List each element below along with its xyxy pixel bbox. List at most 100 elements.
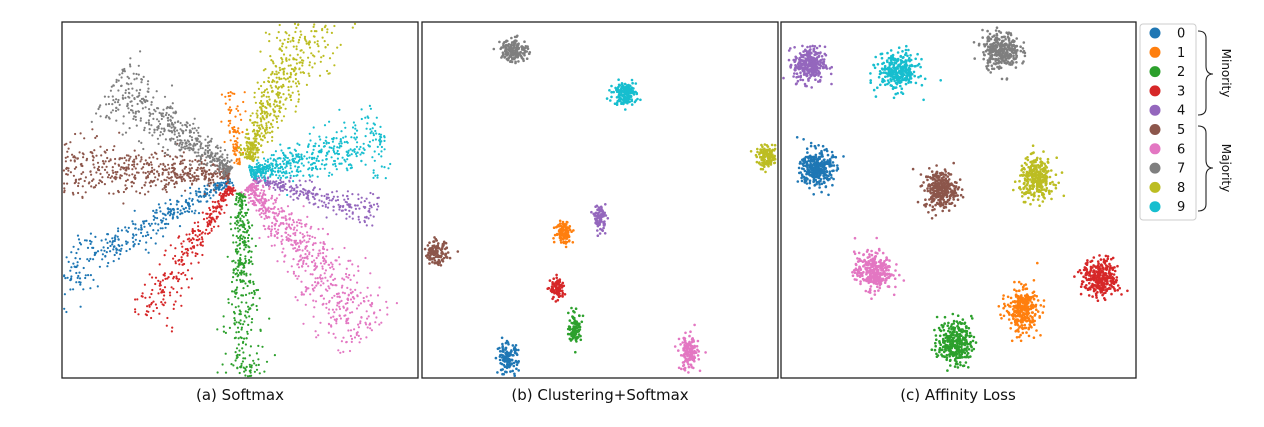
point-class-0 bbox=[113, 253, 116, 257]
point-class-6 bbox=[332, 332, 335, 335]
point-class-2 bbox=[239, 365, 242, 369]
point-class-7 bbox=[211, 156, 214, 159]
point-class-5 bbox=[119, 177, 122, 180]
point-class-3 bbox=[201, 240, 204, 243]
point-class-8 bbox=[278, 48, 281, 51]
point-class-3 bbox=[154, 282, 157, 286]
point-class-7 bbox=[196, 139, 199, 142]
point-class-1 bbox=[231, 92, 234, 95]
point-class-7 bbox=[192, 145, 195, 148]
point-class-5 bbox=[173, 182, 176, 186]
point-class-5 bbox=[163, 178, 166, 181]
point-class-6 bbox=[300, 291, 303, 294]
point-class-8 bbox=[249, 114, 252, 117]
point-class-6 bbox=[324, 269, 327, 272]
point-class-5 bbox=[433, 261, 437, 265]
point-class-0 bbox=[229, 180, 232, 183]
point-class-0 bbox=[159, 227, 162, 230]
point-class-4 bbox=[314, 194, 317, 197]
point-class-9 bbox=[266, 165, 269, 168]
point-class-7 bbox=[226, 161, 229, 164]
point-class-3 bbox=[174, 262, 177, 265]
point-class-5 bbox=[64, 156, 67, 159]
point-class-9 bbox=[274, 170, 277, 173]
point-class-8 bbox=[252, 152, 255, 155]
point-class-6 bbox=[319, 274, 322, 277]
point-class-6 bbox=[704, 351, 707, 354]
point-class-9 bbox=[262, 166, 265, 169]
point-class-9 bbox=[268, 166, 272, 169]
point-class-9 bbox=[252, 172, 255, 175]
point-class-1 bbox=[552, 226, 556, 229]
point-class-3 bbox=[209, 208, 212, 212]
point-class-7 bbox=[230, 159, 233, 162]
point-class-0 bbox=[176, 216, 179, 219]
point-class-0 bbox=[63, 293, 66, 296]
point-class-7 bbox=[217, 165, 220, 168]
point-class-7 bbox=[157, 107, 160, 110]
point-class-1 bbox=[228, 130, 231, 133]
point-class-1 bbox=[229, 91, 232, 94]
point-class-3 bbox=[218, 193, 221, 196]
point-class-8 bbox=[237, 146, 240, 150]
point-class-9 bbox=[323, 124, 327, 127]
point-class-8 bbox=[260, 144, 263, 147]
point-class-0 bbox=[101, 253, 104, 256]
point-class-0 bbox=[161, 227, 164, 230]
point-class-8 bbox=[257, 87, 260, 90]
point-class-4 bbox=[274, 188, 277, 191]
point-class-7 bbox=[124, 131, 128, 134]
point-class-2 bbox=[233, 312, 236, 315]
point-class-4 bbox=[332, 205, 335, 208]
point-class-9 bbox=[309, 175, 312, 178]
point-class-2 bbox=[571, 328, 575, 331]
point-class-2 bbox=[253, 293, 256, 296]
point-class-3 bbox=[172, 287, 175, 290]
point-class-6 bbox=[332, 278, 335, 282]
point-class-7 bbox=[97, 107, 100, 111]
point-class-7 bbox=[159, 131, 162, 134]
point-class-5 bbox=[122, 202, 125, 205]
point-class-5 bbox=[63, 187, 66, 190]
cluster-class-5 bbox=[423, 236, 460, 267]
point-class-7 bbox=[208, 156, 212, 160]
point-class-4 bbox=[348, 205, 351, 209]
point-class-0 bbox=[101, 258, 104, 261]
point-class-9 bbox=[332, 150, 336, 153]
point-class-6 bbox=[347, 322, 350, 325]
point-class-0 bbox=[76, 264, 79, 267]
point-class-7 bbox=[184, 147, 187, 150]
point-class-1 bbox=[552, 240, 556, 244]
point-class-0 bbox=[507, 358, 510, 362]
point-class-2 bbox=[244, 357, 247, 360]
point-class-4 bbox=[367, 217, 370, 220]
point-class-2 bbox=[243, 236, 247, 239]
point-class-8 bbox=[294, 110, 297, 113]
point-class-2 bbox=[234, 267, 238, 270]
point-class-2 bbox=[256, 308, 259, 311]
point-class-0 bbox=[120, 229, 123, 232]
point-class-6 bbox=[285, 222, 288, 225]
point-class-7 bbox=[131, 104, 134, 107]
point-class-4 bbox=[358, 207, 361, 210]
point-class-9 bbox=[296, 142, 299, 145]
point-class-4 bbox=[326, 206, 330, 209]
point-class-6 bbox=[257, 209, 261, 212]
point-class-2 bbox=[240, 273, 243, 276]
point-class-5 bbox=[132, 182, 135, 185]
point-class-6 bbox=[342, 306, 345, 309]
point-class-6 bbox=[283, 260, 286, 263]
point-class-7 bbox=[134, 110, 138, 113]
point-class-3 bbox=[151, 276, 154, 279]
point-class-0 bbox=[504, 341, 508, 345]
point-class-1 bbox=[220, 120, 223, 123]
point-class-7 bbox=[147, 87, 150, 90]
point-class-7 bbox=[156, 118, 159, 121]
point-class-5 bbox=[199, 167, 202, 170]
point-class-5 bbox=[98, 169, 101, 172]
point-class-3 bbox=[162, 298, 165, 301]
point-class-0 bbox=[96, 285, 99, 288]
point-class-0 bbox=[75, 271, 78, 275]
cluster-class-4 bbox=[590, 203, 610, 237]
point-class-3 bbox=[161, 279, 164, 282]
